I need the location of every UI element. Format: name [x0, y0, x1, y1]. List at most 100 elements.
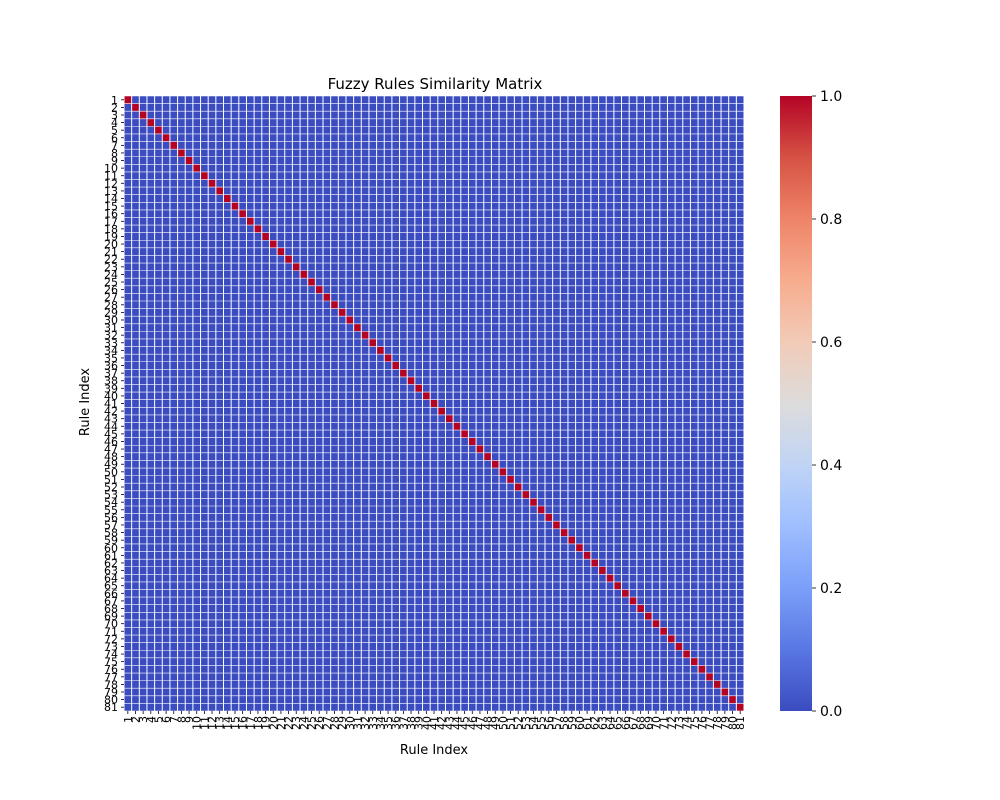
x-tick-label: 41: [428, 716, 441, 730]
heatmap-cell-diagonal: [652, 619, 660, 628]
x-tick-label: 10: [191, 716, 204, 730]
heatmap-cell-diagonal: [345, 316, 354, 324]
heatmap-cell-diagonal: [414, 384, 423, 393]
heatmap-cell-diagonal: [705, 673, 714, 681]
x-tick-label: 54: [528, 716, 541, 730]
y-tick-label: 42: [104, 405, 118, 418]
y-tick-label: 71: [104, 625, 118, 638]
heatmap-cell-diagonal: [522, 490, 530, 499]
x-tick-label: 6: [160, 716, 173, 723]
y-tick-label: 66: [104, 587, 118, 600]
y-tick-label: 28: [104, 299, 118, 312]
y-tick-label: 5: [111, 124, 118, 137]
heatmap-cell-diagonal: [499, 468, 507, 476]
y-tick-label: 56: [104, 511, 118, 524]
y-axis-label: Rule Index: [78, 368, 93, 437]
y-tick-label: 1: [111, 94, 118, 107]
x-tick-label: 39: [413, 716, 426, 730]
heatmap-cell-diagonal: [323, 293, 331, 301]
heatmap-gridlines: [123, 95, 745, 712]
y-tick-label: 64: [104, 572, 118, 585]
heatmap-cell-diagonal: [437, 407, 446, 415]
x-tick-label: 81: [734, 716, 747, 730]
y-tick-label: 2: [111, 101, 118, 114]
heatmap-cell-diagonal: [384, 354, 392, 362]
heatmap-cell-diagonal: [124, 96, 132, 104]
x-tick-label: 74: [681, 716, 694, 730]
y-tick-label: 21: [104, 246, 118, 259]
x-tick-label: 31: [351, 716, 364, 730]
y-tick-label: 75: [104, 656, 118, 669]
y-tick-label: 22: [104, 253, 118, 266]
y-tick-label: 40: [104, 390, 118, 403]
heatmap-cell-diagonal: [629, 597, 637, 605]
y-tick-label: 65: [104, 580, 118, 593]
heatmap-cell-diagonal: [139, 111, 147, 119]
chart-title: Fuzzy Rules Similarity Matrix: [328, 75, 543, 93]
x-tick-label: 32: [359, 716, 372, 730]
y-tick-label: 55: [104, 504, 118, 517]
heatmap-cell-diagonal: [231, 202, 239, 210]
y-tick-label: 6: [111, 132, 118, 145]
y-tick-label: 41: [104, 398, 118, 411]
x-tick-label: 72: [665, 716, 678, 730]
x-tick-label: 53: [520, 716, 533, 730]
y-tick-label: 13: [104, 185, 118, 198]
y-tick-label: 77: [104, 671, 118, 684]
heatmap-cell-diagonal: [361, 331, 369, 339]
heatmap-cell-diagonal: [537, 506, 545, 514]
heatmap-cell-diagonal: [292, 263, 301, 271]
y-tick-label: 9: [111, 155, 118, 168]
y-tick-label: 7: [111, 139, 118, 152]
heatmap-cell-diagonal: [169, 141, 178, 150]
x-tick-label: 7: [168, 716, 181, 723]
y-tick-label: 57: [104, 519, 118, 532]
heatmap-cell-diagonal: [453, 422, 461, 431]
y-tick-label: 61: [104, 549, 118, 562]
x-axis-label: Rule Index: [400, 743, 469, 758]
x-tick-label: 24: [298, 716, 311, 730]
y-tick-label: 15: [104, 200, 118, 213]
y-tick-label: 51: [104, 473, 118, 486]
heatmap-cell-diagonal: [698, 665, 706, 674]
x-tick-label: 26: [313, 716, 326, 730]
heatmap-cell-diagonal: [567, 536, 576, 544]
x-tick-label: 12: [206, 716, 219, 730]
y-tick-label: 79: [104, 686, 118, 699]
heatmap-cell-diagonal: [215, 187, 224, 195]
x-tick-label: 66: [619, 716, 632, 730]
y-tick-label: 12: [104, 177, 118, 190]
y-tick-label: 46: [104, 435, 118, 448]
x-tick-label: 34: [374, 716, 387, 730]
y-tick-label: 38: [104, 375, 118, 388]
y-tick-label: 63: [104, 565, 118, 578]
heatmap-cell-diagonal: [407, 376, 415, 385]
y-tick-label: 76: [104, 663, 118, 676]
x-tick-label: 19: [260, 716, 273, 730]
y-tick-label: 68: [104, 603, 118, 616]
y-tick-label: 4: [111, 117, 118, 130]
x-tick-label: 69: [642, 716, 655, 730]
heatmap-cell-diagonal: [307, 278, 316, 286]
x-tick-label: 43: [443, 716, 456, 730]
heatmap-cell-diagonal: [476, 445, 484, 453]
y-tick-label: 80: [104, 694, 118, 707]
x-tick-label: 21: [275, 716, 288, 730]
x-tick-label: 18: [252, 716, 265, 730]
x-tick-label: 63: [596, 716, 609, 730]
y-tick-label: 23: [104, 261, 118, 274]
y-tick-label: 32: [104, 329, 118, 342]
x-tick-label: 35: [382, 716, 395, 730]
heatmap-cell-diagonal: [146, 118, 155, 127]
heatmap-cell-diagonal: [162, 133, 170, 142]
heatmap-cell-diagonal: [667, 635, 676, 643]
heatmap-cell-diagonal: [575, 543, 584, 552]
y-tick-label: 60: [104, 542, 118, 555]
heatmap-cell-diagonal: [376, 346, 385, 355]
heatmap-cell-diagonal: [682, 650, 691, 658]
heatmap-cell-diagonal: [185, 156, 193, 165]
y-tick-label: 73: [104, 640, 118, 653]
heatmap-cell-diagonal: [261, 232, 270, 241]
y-tick-label: 26: [104, 284, 118, 297]
